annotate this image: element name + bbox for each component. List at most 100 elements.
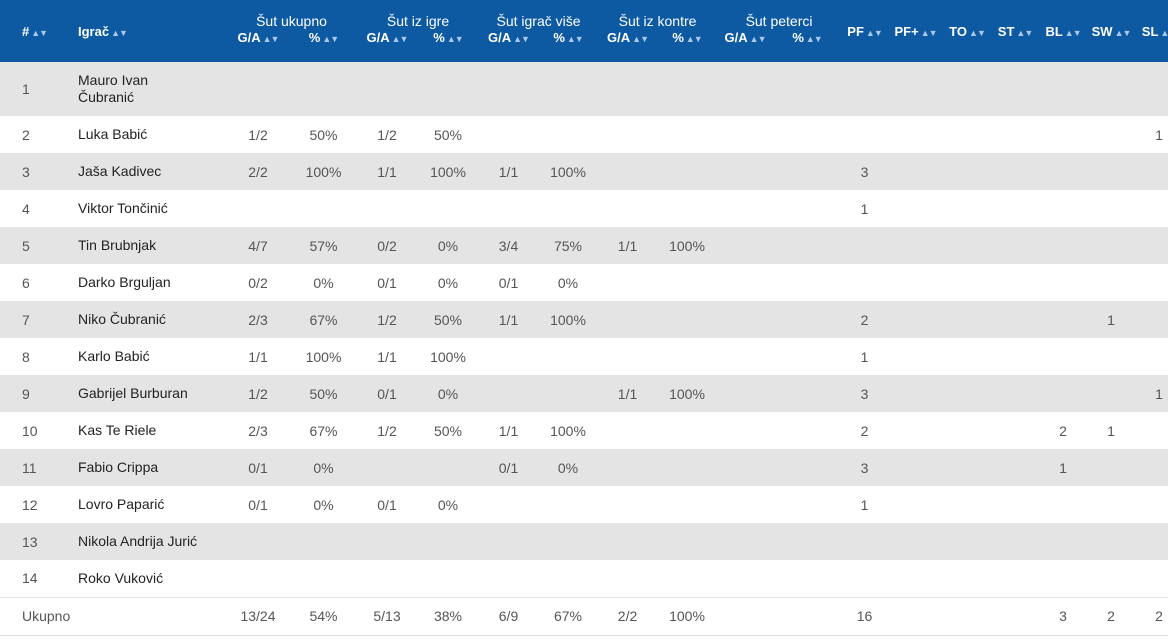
column-header-st[interactable]: ST ▲▼ bbox=[997, 23, 1033, 39]
stat-cell: 2 bbox=[1059, 422, 1067, 439]
stat-cell: 0% bbox=[437, 496, 459, 513]
stat-cell: 1 bbox=[860, 496, 869, 513]
stat-cell bbox=[538, 560, 598, 597]
stat-cell bbox=[417, 449, 479, 486]
stat-cell bbox=[943, 449, 991, 486]
stat-cell bbox=[991, 116, 1039, 153]
player-name: Nikola Andrija Jurić bbox=[78, 533, 198, 549]
stat-cell: 100% bbox=[550, 163, 586, 180]
stat-cell bbox=[991, 264, 1039, 301]
column-header-bl[interactable]: BL ▲▼ bbox=[1045, 23, 1081, 39]
sort-icon: ▲▼ bbox=[446, 34, 464, 44]
total-cell: 13/24 bbox=[226, 596, 290, 636]
column-header-number[interactable]: # ▲▼ bbox=[22, 23, 48, 39]
column-header-pct[interactable]: % ▲▼ bbox=[308, 30, 339, 45]
stat-cell bbox=[841, 523, 888, 560]
total-row: Ukupno 13/24 54% 5/13 38% 6/9 67% 2/2 100% 16 3 2 2 bbox=[0, 596, 1168, 636]
column-header-ga[interactable]: G/A ▲▼ bbox=[607, 30, 649, 45]
stat-cell: 1/2 bbox=[377, 422, 397, 439]
player-name: Gabrijel Burburan bbox=[78, 385, 188, 401]
table-row: 14 Roko Vuković bbox=[0, 560, 1168, 597]
stat-cell bbox=[598, 264, 657, 301]
table-row: 10 Kas Te Riele 2/3 67% 1/2 50% 1/1 100% 2 2 1 bbox=[0, 412, 1168, 449]
stat-cell: 75% bbox=[553, 237, 583, 254]
column-header-pf-plus[interactable]: PF+ ▲▼ bbox=[894, 23, 938, 39]
stat-cell bbox=[717, 375, 773, 412]
stat-cell: 0/1 bbox=[498, 459, 519, 476]
stat-cell: 100% bbox=[430, 348, 466, 365]
stat-cell bbox=[1135, 264, 1168, 301]
stat-cell bbox=[888, 486, 943, 523]
player-name: Roko Vuković bbox=[78, 569, 164, 586]
column-header-sw[interactable]: SW ▲▼ bbox=[1091, 23, 1132, 39]
column-header-ga[interactable]: G/A ▲▼ bbox=[237, 30, 280, 45]
stat-cell bbox=[657, 523, 717, 560]
table-row: 9 Gabrijel Burburan 1/2 50% 0/1 0% 1/1 100% 3 1 bbox=[0, 375, 1168, 412]
stat-cell bbox=[1039, 190, 1087, 227]
row-number: 1 bbox=[22, 81, 30, 97]
stat-cell bbox=[943, 190, 991, 227]
row-number: 4 bbox=[22, 200, 30, 217]
stat-cell bbox=[538, 486, 598, 523]
column-header-player[interactable]: Igrač ▲▼ bbox=[78, 23, 128, 39]
stat-cell bbox=[657, 301, 717, 338]
stat-cell bbox=[1087, 375, 1135, 412]
total-cell: 100% bbox=[657, 596, 718, 636]
row-number: 9 bbox=[22, 385, 30, 402]
column-header-pf[interactable]: PF ▲▼ bbox=[847, 23, 882, 39]
column-header-sl[interactable]: SL▲▼ bbox=[1135, 0, 1168, 62]
stat-cell bbox=[598, 449, 657, 486]
row-number: 6 bbox=[22, 274, 30, 291]
table-row: 1 Mauro Ivan Čubranić bbox=[0, 62, 1168, 116]
stat-cell bbox=[717, 190, 773, 227]
stat-cell bbox=[773, 375, 841, 412]
stat-cell bbox=[991, 338, 1039, 375]
stat-cell: 2 bbox=[860, 311, 869, 328]
stat-cell: 50% bbox=[433, 311, 463, 328]
column-header-pct[interactable]: % ▲▼ bbox=[553, 30, 583, 45]
sort-icon: ▲▼ bbox=[111, 27, 128, 38]
total-cell: 54% bbox=[290, 596, 357, 636]
stat-cell bbox=[1039, 264, 1087, 301]
stat-cell bbox=[657, 190, 717, 227]
total-cell: 16 bbox=[841, 596, 889, 636]
table-header: # ▲▼ Igrač ▲▼ Šut ukupno Šut iz igre Šut i… bbox=[0, 0, 1168, 62]
stat-cell bbox=[717, 116, 773, 153]
stat-cell bbox=[657, 62, 717, 116]
column-header-to[interactable]: TO ▲▼ bbox=[949, 23, 986, 39]
column-header-ga[interactable]: G/A ▲▼ bbox=[488, 30, 530, 45]
stat-cell bbox=[991, 301, 1039, 338]
column-header-pct[interactable]: % ▲▼ bbox=[433, 30, 464, 45]
stat-cell bbox=[943, 227, 991, 264]
column-header-ga[interactable]: G/A ▲▼ bbox=[724, 30, 767, 45]
stat-cell bbox=[773, 264, 841, 301]
sort-icon: ▲▼ bbox=[1160, 27, 1168, 38]
stat-cell bbox=[657, 412, 717, 449]
column-header-pct[interactable]: % ▲▼ bbox=[672, 30, 702, 45]
group-header-total-shots: Šut ukupno bbox=[256, 13, 327, 29]
table-row: 6 Darko Brguljan 0/2 0% 0/1 0% 0/1 0% bbox=[0, 264, 1168, 301]
stat-cell bbox=[773, 449, 841, 486]
stat-cell bbox=[991, 449, 1039, 486]
stat-cell: 3 bbox=[860, 163, 869, 180]
stat-cell bbox=[538, 375, 598, 412]
stat-cell: 2/3 bbox=[248, 422, 268, 439]
sort-icon: ▲▼ bbox=[1114, 27, 1132, 38]
stat-cell bbox=[479, 375, 538, 412]
stat-cell bbox=[538, 523, 598, 560]
stat-cell: 3/4 bbox=[498, 237, 519, 254]
stat-cell bbox=[538, 190, 598, 227]
column-header-ga[interactable]: G/A ▲▼ bbox=[366, 30, 409, 45]
column-header-pct[interactable]: % ▲▼ bbox=[792, 30, 822, 45]
stat-cell bbox=[657, 116, 717, 153]
player-name: Niko Čubranić bbox=[78, 311, 166, 327]
stat-cell: 0% bbox=[557, 274, 579, 291]
sort-icon: ▲▼ bbox=[513, 34, 530, 44]
stat-cell bbox=[717, 62, 773, 116]
stat-cell bbox=[943, 264, 991, 301]
stat-cell: 0% bbox=[313, 274, 334, 291]
stat-cell bbox=[1039, 301, 1087, 338]
stat-cell: 67% bbox=[309, 422, 338, 439]
stat-cell bbox=[1135, 153, 1168, 190]
row-number: 2 bbox=[22, 126, 30, 143]
